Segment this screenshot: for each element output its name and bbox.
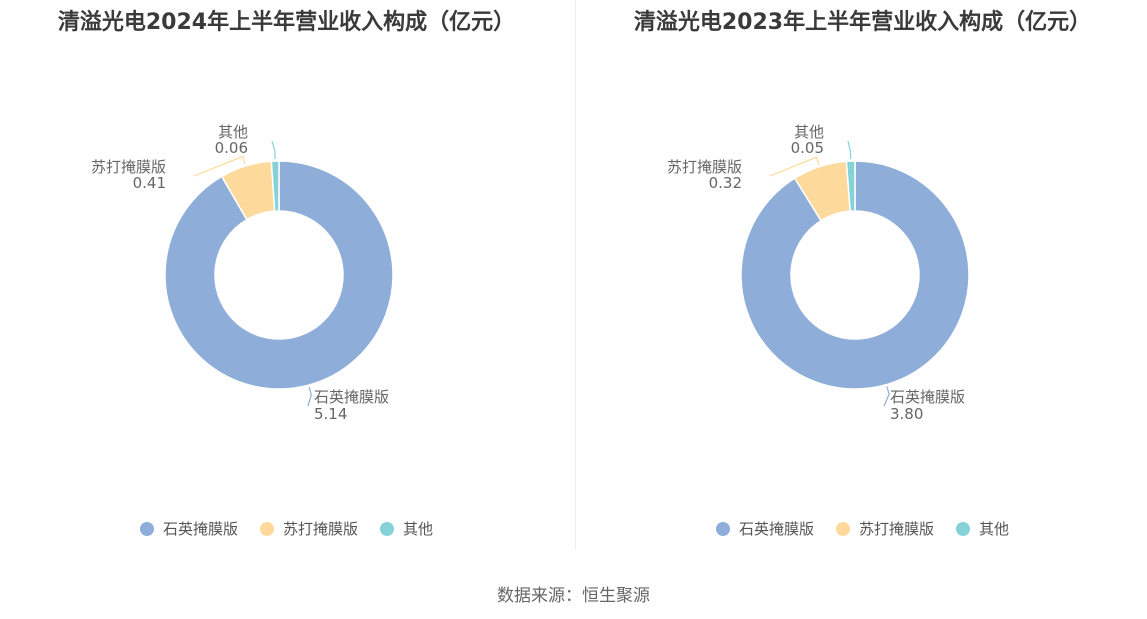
legend-item-soda[interactable]: 苏打掩膜版 [259,518,358,539]
legend-dot-quartz [715,521,730,536]
legend: 石英掩膜版 苏打掩膜版 其他 [0,518,573,539]
legend-item-other[interactable]: 其他 [956,518,1009,539]
data-label-value-quartz: 5.14 [314,405,347,423]
legend-dot-soda [259,521,274,536]
data-label-value-quartz: 3.80 [890,405,923,423]
leader-line-quartz [883,386,890,407]
slice-quartz[interactable] [740,160,970,390]
chart-panel-2023: 清溢光电2023年上半年营业收入构成（亿元） 石英掩膜版 3.80 苏打掩膜版 0.3… [576,0,1147,560]
slice-quartz[interactable] [164,160,394,390]
chart-title: 清溢光电2023年上半年营业收入构成（亿元） [633,10,1092,35]
legend-item-other[interactable]: 其他 [380,518,433,539]
legend: 石英掩膜版 苏打掩膜版 其他 [576,518,1147,539]
legend-dot-quartz [139,521,154,536]
leader-line-soda [193,155,246,177]
data-source: 数据来源：恒生聚源 [497,586,650,606]
leader-line-other [847,140,852,160]
legend-label: 苏打掩膜版 [282,520,358,538]
chart-panel-2024: 清溢光电2024年上半年营业收入构成（亿元） 石英掩膜版 5.14 苏打掩膜版 0.4… [0,0,573,560]
legend-item-soda[interactable]: 苏打掩膜版 [835,518,934,539]
data-label-name-other: 其他 [218,123,248,141]
legend-item-quartz[interactable]: 石英掩膜版 [139,518,238,539]
leader-line-quartz [307,386,312,407]
legend-label: 其他 [979,520,1010,538]
legend-item-quartz[interactable]: 石英掩膜版 [715,518,814,539]
panel-divider [575,0,576,550]
data-label-name-soda: 苏打掩膜版 [667,158,742,176]
slice-other[interactable] [270,160,280,212]
data-label-name-soda: 苏打掩膜版 [91,158,166,176]
data-label-value-soda: 0.41 [133,174,166,192]
legend-dot-other [380,521,394,536]
chart-title: 清溢光电2024年上半年营业收入构成（亿元） [57,10,516,35]
data-label-name-quartz: 石英掩膜版 [314,388,389,406]
data-label-name-quartz: 石英掩膜版 [890,388,965,406]
leader-line-other [271,140,276,160]
data-label-value-soda: 0.32 [709,174,742,192]
legend-label: 其他 [403,520,434,538]
leader-line-soda [769,156,820,177]
data-label-value-other: 0.05 [791,139,824,157]
legend-dot-soda [835,521,850,536]
data-label-name-other: 其他 [794,123,824,141]
slice-other[interactable] [845,160,856,212]
legend-label: 石英掩膜版 [738,520,814,538]
legend-dot-other [956,521,970,536]
legend-label: 苏打掩膜版 [858,520,934,538]
data-label-value-other: 0.06 [215,139,248,157]
legend-label: 石英掩膜版 [162,520,238,538]
